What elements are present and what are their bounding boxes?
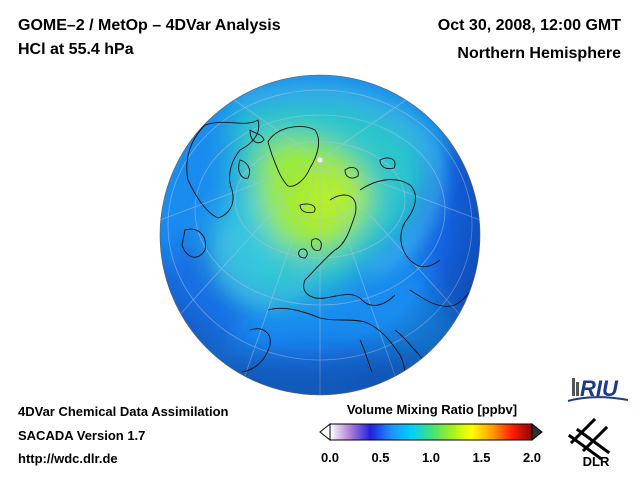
colorbar-title: Volume Mixing Ratio [ppbv] (346, 402, 518, 417)
globe-outline (159, 74, 481, 396)
colorbar-tick-4: 2.0 (522, 450, 542, 465)
dlr-logo: DLR (567, 417, 611, 468)
colorbar-tick-1: 0.5 (371, 450, 390, 465)
colorbar-right-arrow (531, 422, 543, 442)
colorbar (319, 422, 543, 442)
colorbar-tick-3: 1.5 (472, 450, 491, 465)
map-title: GOME–2 / MetOp – 4DVar Analysis (18, 17, 281, 34)
colorbar-left-arrow (319, 422, 331, 442)
footer-url: http://wdc.dlr.de (18, 451, 118, 466)
colorbar-tick-2: 1.0 (421, 450, 441, 465)
footer-line-1: 4DVar Chemical Data Assimilation (18, 404, 229, 419)
colorbar-scale (329, 423, 533, 441)
colorbar-tick-0: 0.0 (320, 450, 340, 465)
map-region: Northern Hemisphere (457, 45, 621, 62)
dlr-logo-text: DLR (583, 454, 610, 468)
footer-line-2: SACADA Version 1.7 (18, 428, 146, 443)
map-date: Oct 30, 2008, 12:00 GMT (437, 17, 621, 34)
map-subtitle: HCl at 55.4 hPa (18, 41, 134, 58)
riu-logo: RIU (567, 376, 629, 402)
